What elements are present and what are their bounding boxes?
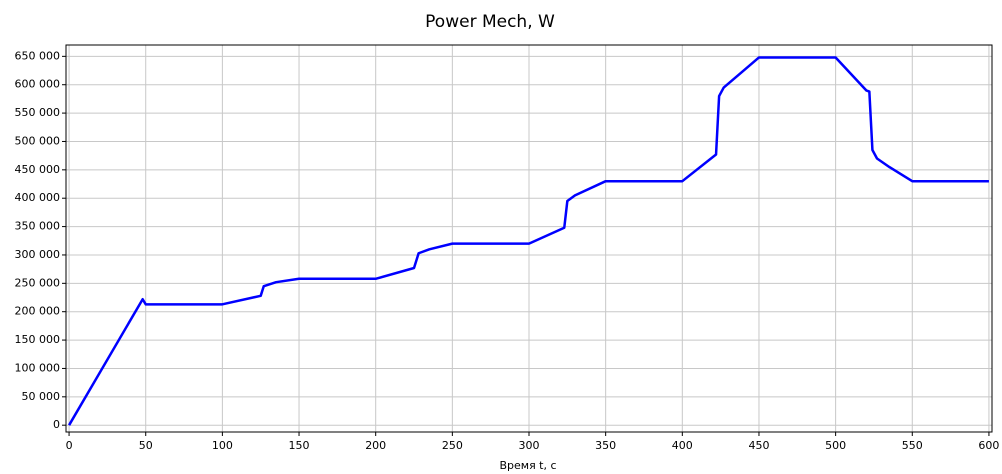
- y-tick-label: 600 000: [15, 78, 61, 91]
- y-tick-label: 300 000: [15, 248, 61, 261]
- y-tick-label: 650 000: [15, 49, 61, 62]
- y-tick-label: 200 000: [15, 305, 61, 318]
- marks: [67, 56, 989, 426]
- x-tick-label: 550: [902, 439, 923, 452]
- x-tick-label: 600: [978, 439, 999, 452]
- y-tick-label: 100 000: [15, 361, 61, 374]
- y-tick-label: 450 000: [15, 163, 61, 176]
- y-tick-label: 400 000: [15, 191, 61, 204]
- x-tick-label: 200: [365, 439, 386, 452]
- chart-title: Power Mech, W: [425, 12, 555, 32]
- data-line: [67, 56, 989, 426]
- grid: [66, 45, 992, 432]
- x-tick-label: 400: [672, 439, 693, 452]
- y-tick-label: 0: [53, 418, 60, 431]
- y-tick-label: 50 000: [22, 390, 61, 403]
- x-tick-label: 50: [139, 439, 153, 452]
- x-tick-label: 250: [442, 439, 463, 452]
- x-tick-label: 0: [66, 439, 73, 452]
- x-tick-label: 100: [212, 439, 233, 452]
- y-tick-label: 350 000: [15, 220, 61, 233]
- x-tick-label: 450: [748, 439, 769, 452]
- x-axis-label: Время t, c: [499, 459, 556, 472]
- y-tick-label: 500 000: [15, 134, 61, 147]
- y-tick-label: 250 000: [15, 276, 61, 289]
- y-tick-label: 550 000: [15, 106, 61, 119]
- x-tick-label: 300: [519, 439, 540, 452]
- x-tick-label: 150: [289, 439, 310, 452]
- x-tick-label: 350: [595, 439, 616, 452]
- x-tick-label: 500: [825, 439, 846, 452]
- y-tick-label: 150 000: [15, 333, 61, 346]
